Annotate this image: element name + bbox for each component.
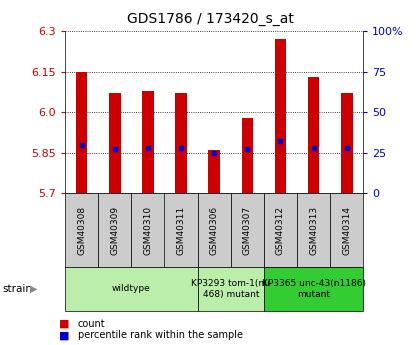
Text: ■: ■ <box>59 331 69 340</box>
Text: GSM40309: GSM40309 <box>110 206 119 255</box>
Text: ▶: ▶ <box>30 284 38 294</box>
Bar <box>142 90 154 193</box>
Text: GSM40306: GSM40306 <box>210 206 219 255</box>
Text: KP3365 unc-43(n1186)
mutant: KP3365 unc-43(n1186) mutant <box>262 279 365 299</box>
Bar <box>241 118 253 193</box>
Bar <box>341 93 352 193</box>
Text: GSM40312: GSM40312 <box>276 206 285 255</box>
Bar <box>308 77 319 193</box>
Text: strain: strain <box>2 284 32 294</box>
Bar <box>275 39 286 193</box>
Text: GDS1786 / 173420_s_at: GDS1786 / 173420_s_at <box>126 12 294 26</box>
Text: GSM40311: GSM40311 <box>176 206 186 255</box>
Bar <box>109 93 121 193</box>
Text: GSM40308: GSM40308 <box>77 206 86 255</box>
Bar <box>208 150 220 193</box>
Bar <box>175 93 187 193</box>
Text: KP3293 tom-1(nu
468) mutant: KP3293 tom-1(nu 468) mutant <box>192 279 270 299</box>
Bar <box>76 71 87 193</box>
Text: percentile rank within the sample: percentile rank within the sample <box>78 331 243 340</box>
Text: GSM40310: GSM40310 <box>144 206 152 255</box>
Text: wildtype: wildtype <box>112 284 151 294</box>
Text: ■: ■ <box>59 319 69 328</box>
Text: count: count <box>78 319 105 328</box>
Text: GSM40313: GSM40313 <box>309 206 318 255</box>
Text: GSM40307: GSM40307 <box>243 206 252 255</box>
Text: GSM40314: GSM40314 <box>342 206 351 255</box>
